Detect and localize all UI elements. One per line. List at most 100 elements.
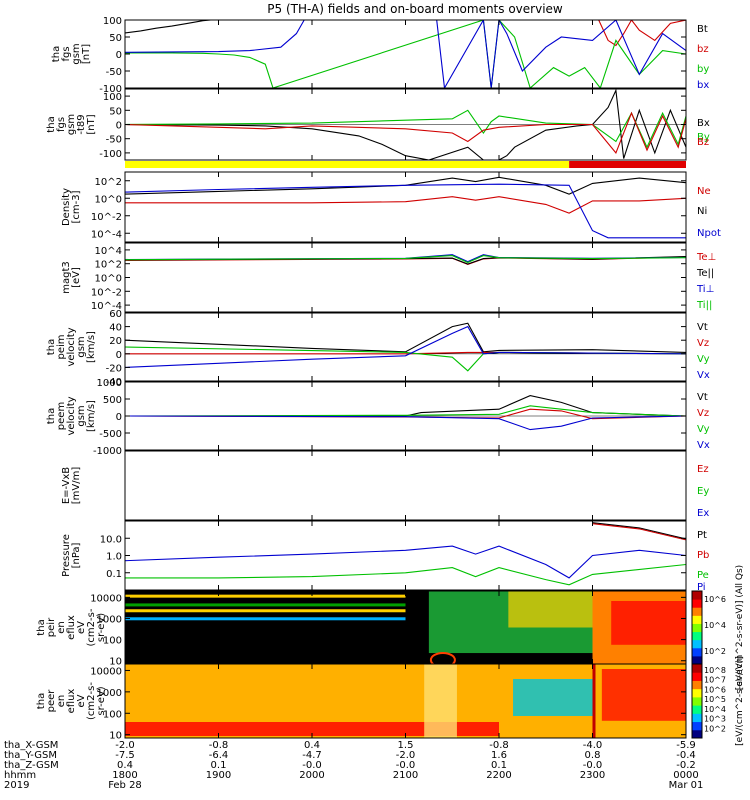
xaxis-row-value: 0.1 (491, 760, 507, 771)
colorbar-segment (692, 599, 702, 608)
colorbar-segment (692, 639, 702, 649)
legend-Pe: Pe (697, 570, 709, 581)
ylabel-line: peir (46, 617, 57, 637)
legend-Vx: Vx (697, 370, 710, 381)
ytick-label: 0 (116, 412, 122, 423)
legend-Vz: Vz (697, 338, 709, 349)
colorbar-tick: 10^3 (704, 715, 726, 724)
ylabel-pressure: Pressure [nPa] (61, 534, 82, 577)
xaxis-row-value: 2300 (580, 770, 605, 781)
colorbar-segment (692, 705, 702, 714)
xaxis-row-value: 0.1 (211, 760, 227, 771)
legend-Ti⊥: Ti⊥ (696, 284, 714, 295)
xaxis-row-value: -2.0 (396, 750, 416, 761)
ytick-label: -500 (99, 429, 122, 440)
ytick-label: 20 (109, 336, 122, 347)
ylabel-line: eV (76, 694, 87, 707)
ylabel-line: gsm (76, 336, 87, 357)
ylabel-density: Density [cm-3] (61, 188, 82, 226)
panel-frame (124, 520, 687, 591)
ylabel-line: velocity (66, 396, 77, 435)
spec-stripe (592, 664, 596, 738)
ytick-label: 50 (109, 33, 122, 44)
ylabel-line: gsm (66, 114, 77, 135)
ylabel-line: Density (61, 188, 72, 226)
ylabel-peer_spectrogram: tha peer en eflux eV (cm2-s-sr-eV) (36, 682, 107, 720)
panel-efield: E=-VxB [mV/m] Ez Ey Ex (61, 450, 709, 521)
ylabel-line: [cm-3] (71, 190, 82, 223)
ytick-label: 10^4 (95, 246, 122, 257)
xaxis-row-value: 2200 (486, 770, 511, 781)
colorbar-segment (692, 721, 702, 731)
colorbar-segment (692, 664, 702, 673)
legend-Pi: Pi (697, 582, 706, 593)
panel-peem_velocity: 1000 500 0 -500 -1000 tha peem velocity gsm [km/s… (46, 378, 710, 457)
figure-title: P5 (TH-A) fields and on-board moments ov… (267, 2, 563, 16)
series-Pb (592, 523, 686, 541)
spec-band (125, 594, 406, 598)
ylabel-line: fgs (61, 46, 72, 61)
spec-region-right (601, 669, 686, 721)
ylabel-line: [km/s] (86, 400, 97, 432)
spec-region-cyan (513, 679, 593, 716)
xaxis-row-label: hhmm (4, 770, 36, 781)
legend-Npot: Npot (697, 228, 721, 239)
colorbar-segment (692, 591, 702, 600)
ytick-label: -100 (99, 149, 122, 160)
series-group-peim_velocity (125, 322, 686, 372)
panel-temperature: 10^4 10^2 10^0 10^-2 10^-4 magt3 [eV] Te⊥ Te|| Ti… (61, 242, 716, 313)
ylabel-line: tha (46, 339, 57, 355)
ylabel-line: Pressure (61, 534, 72, 577)
ylabel-efield: E=-VxB [mV/m] (61, 467, 82, 505)
ylabel-line: gsm (76, 405, 87, 426)
legend-Bz: Bz (697, 137, 709, 148)
series-by (125, 20, 686, 88)
series-group-temperature (125, 254, 686, 265)
colorbar-tick: 10^4 (704, 705, 726, 714)
legend-Bx: Bx (697, 118, 710, 129)
colorbar-tick: 10^6 (704, 595, 726, 604)
panel-frame (124, 312, 687, 382)
ytick-label: 1.0 (106, 552, 122, 563)
series-By (125, 109, 686, 149)
ytick-label: 1000 (97, 614, 122, 625)
series-Pe (125, 563, 686, 586)
xaxis-row-value: 1.5 (398, 740, 414, 751)
panel-fgs: 100 50 0 -50 -100 tha fgs gsm [nT] Bt bz by bx (51, 16, 709, 95)
colorbar-segment (692, 631, 702, 641)
ytick-label: -100 (99, 84, 122, 95)
ytick-label: 10000 (90, 666, 122, 677)
legend-Ne: Ne (697, 186, 711, 197)
ytick-label: -1000 (93, 446, 122, 457)
ytick-label: 10^0 (95, 274, 122, 285)
xaxis-row-value: 1900 (206, 770, 231, 781)
series-Vy (125, 346, 686, 372)
series-Bt (125, 20, 219, 34)
ylabel-line: tha (51, 46, 62, 62)
legend-Ey: Ey (697, 486, 709, 497)
series-Ni (125, 176, 686, 195)
xaxis-row-label: 2019 (4, 780, 29, 791)
legend-Vz: Vz (697, 408, 709, 419)
xaxis-row-value: 0.4 (304, 740, 320, 751)
ylabel-line: sr-eV) (96, 686, 107, 715)
ytick-label: 10^-4 (91, 301, 122, 312)
ylabel-line: [km/s] (86, 331, 97, 363)
ytick-label: 10^-2 (91, 212, 122, 223)
ylabel-peir_spectrogram: tha peir en eflux eV (cm2-s-sr-eV) (36, 608, 107, 646)
ylabel-line: E=-VxB (61, 467, 72, 504)
legend-by: by (697, 64, 709, 75)
colorbar-segment (692, 607, 702, 616)
legend-Vy: Vy (697, 354, 710, 365)
colorbar-label: [eV/(cm^2-s-sr-eV)] (All Qs) (735, 565, 745, 690)
spectrogram-peer_spectrogram (125, 664, 686, 738)
series-Npot (125, 183, 686, 239)
series-Vt (125, 322, 686, 353)
mode-bar-yellow (125, 161, 570, 168)
ytick-label: -50 (106, 135, 122, 146)
ytick-label: 10^-4 (91, 229, 122, 240)
ylabel-line: en (56, 695, 67, 708)
ytick-label: 100 (103, 636, 122, 647)
